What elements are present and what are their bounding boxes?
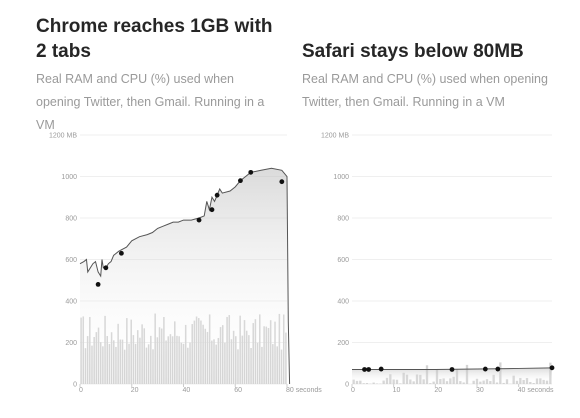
y-tick-label: 600 [337,257,349,264]
event-marker [103,265,109,271]
x-tick-label: 80 seconds [286,387,322,394]
event-marker [214,192,220,198]
event-marker [238,178,243,184]
x-tick-label: 0 [79,387,83,394]
chart-title: Safari stays below 80MB [302,41,524,62]
safari-panel: Safari stays below 80MB Real RAM and CPU… [290,0,580,418]
y-tick-label: 400 [337,299,349,306]
y-tick-label: 600 [65,257,77,264]
y-tick-label: 200 [65,340,77,347]
event-marker [95,282,101,287]
event-marker [495,366,501,372]
safari-chart: 0 200 400 600 800 1000 1200 MB 0 10 20 30 40 second… [321,133,555,394]
x-tick-label: 40 [183,387,191,394]
y-tick-label: 0 [73,382,77,389]
chrome-panel: Chrome reaches 1GB with 2 tabs Real RAM … [36,16,322,395]
x-tick-label: 20 [131,387,139,394]
x-tick-label: 10 [393,387,401,394]
chart-subtitle: Real RAM and CPU (%) used when opening T… [36,72,265,132]
y-tick-label: 200 [337,340,349,347]
y-tick-label: 800 [337,216,349,223]
chart-subtitle: Real RAM and CPU (%) used when opening T… [302,72,548,109]
event-marker [366,367,372,372]
event-marker [279,179,285,185]
ram-area [80,168,290,384]
ram-line [352,367,553,370]
y-tick-label: 1000 [333,174,349,181]
y-tick-label: 1000 [61,174,77,181]
x-tick-label: 20 [434,387,442,394]
event-marker [362,367,367,372]
y-tick-label: 800 [65,216,77,223]
x-tick-label: 30 [476,387,484,394]
y-tick-label: 0 [345,382,349,389]
event-marker [248,169,254,175]
x-tick-label: 60 [234,387,242,394]
y-tick-label: 1200 MB [321,133,349,140]
event-marker [378,366,384,372]
x-tick-label: 40 seconds [518,387,554,394]
event-marker [449,367,455,372]
event-marker [209,207,215,213]
y-tick-label: 400 [65,299,77,306]
x-tick-label: 0 [351,387,355,394]
chart-title: Chrome reaches 1GB with 2 tabs [36,16,273,62]
event-marker [482,366,488,372]
y-tick-label: 1200 MB [49,133,77,140]
event-marker [549,365,555,371]
ram-area [352,367,552,384]
event-marker [119,250,124,256]
event-marker [196,217,202,223]
chrome-chart: 0 200 400 600 800 1000 1200 MB 0 20 40 60 80 second… [49,133,322,395]
